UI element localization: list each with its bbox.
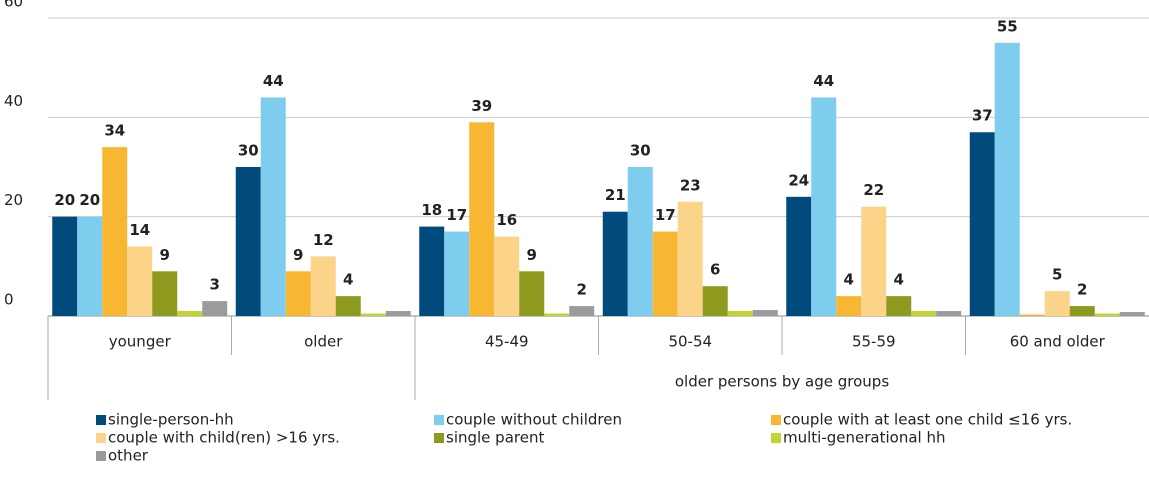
data-label: 22 bbox=[863, 181, 884, 199]
bar bbox=[360, 313, 386, 316]
legend-swatch bbox=[771, 415, 781, 425]
bar bbox=[310, 256, 336, 316]
data-label: 6 bbox=[710, 261, 720, 279]
bar bbox=[127, 246, 153, 316]
data-label: 2 bbox=[1077, 281, 1087, 299]
data-label: 34 bbox=[104, 122, 125, 140]
bar bbox=[469, 122, 495, 316]
bar bbox=[152, 271, 178, 316]
bar bbox=[569, 306, 595, 316]
data-label: 14 bbox=[129, 221, 150, 239]
x-tick-label: younger bbox=[109, 333, 172, 351]
data-label: 5 bbox=[1052, 266, 1062, 284]
data-label: 20 bbox=[79, 191, 100, 209]
data-label: 17 bbox=[655, 206, 676, 224]
bar bbox=[602, 211, 628, 316]
bar bbox=[836, 296, 862, 316]
bar bbox=[752, 310, 778, 316]
legend-label: multi-generational hh bbox=[783, 429, 945, 447]
bar bbox=[994, 42, 1020, 316]
bar bbox=[627, 167, 653, 316]
bar bbox=[911, 311, 937, 316]
y-tick-label: 60 bbox=[4, 0, 23, 11]
x-tick-label: older bbox=[304, 333, 343, 351]
legend-label: single-person-hh bbox=[108, 411, 234, 429]
x-tick-label: 50-54 bbox=[668, 333, 712, 351]
bar bbox=[52, 216, 78, 316]
legend-swatch bbox=[96, 415, 106, 425]
x-tick-label: 45-49 bbox=[485, 333, 529, 351]
data-label: 23 bbox=[680, 176, 701, 194]
legend-swatch bbox=[434, 415, 444, 425]
data-label: 9 bbox=[160, 246, 170, 264]
bar bbox=[494, 236, 520, 316]
data-label: 4 bbox=[844, 271, 854, 289]
bar bbox=[1044, 291, 1070, 316]
bar bbox=[260, 97, 286, 316]
bar bbox=[177, 311, 203, 316]
data-label: 39 bbox=[471, 97, 492, 115]
data-label: 21 bbox=[605, 186, 626, 204]
bar bbox=[419, 226, 445, 316]
data-label: 44 bbox=[263, 72, 284, 90]
bar bbox=[1019, 314, 1045, 316]
bar bbox=[861, 206, 887, 316]
bar bbox=[444, 231, 470, 316]
data-label: 9 bbox=[527, 246, 537, 264]
legend-swatch bbox=[96, 451, 106, 461]
bar bbox=[1069, 306, 1095, 316]
y-tick-label: 20 bbox=[4, 191, 23, 209]
bar bbox=[1119, 312, 1145, 316]
bar bbox=[936, 311, 962, 316]
data-label: 2 bbox=[577, 281, 587, 299]
bar bbox=[335, 296, 361, 316]
data-label: 37 bbox=[972, 107, 993, 125]
bar bbox=[886, 296, 912, 316]
bar bbox=[969, 132, 995, 316]
legend-label: couple with at least one child ≤16 yrs. bbox=[783, 411, 1072, 429]
data-label: 24 bbox=[788, 171, 809, 189]
x-tick-label: 55-59 bbox=[852, 333, 896, 351]
data-label: 18 bbox=[421, 201, 442, 219]
bar bbox=[544, 313, 570, 316]
data-label: 55 bbox=[997, 17, 1018, 35]
bar bbox=[652, 231, 678, 316]
legend-swatch bbox=[96, 433, 106, 443]
y-tick-label: 40 bbox=[4, 92, 23, 110]
group-label: older persons by age groups bbox=[675, 373, 889, 391]
bar bbox=[727, 311, 753, 316]
data-label: 9 bbox=[293, 246, 303, 264]
data-label: 4 bbox=[894, 271, 904, 289]
data-label: 44 bbox=[813, 72, 834, 90]
bar bbox=[786, 196, 812, 316]
bar bbox=[285, 271, 311, 316]
data-label: 4 bbox=[343, 271, 353, 289]
legend-label: couple with child(ren) >16 yrs. bbox=[108, 429, 340, 447]
data-label: 30 bbox=[238, 142, 259, 160]
data-label: 17 bbox=[446, 206, 467, 224]
legend-swatch bbox=[771, 433, 781, 443]
data-label: 20 bbox=[54, 191, 75, 209]
bar bbox=[235, 167, 261, 316]
bar bbox=[702, 286, 728, 316]
bar bbox=[202, 301, 228, 316]
bar bbox=[385, 311, 411, 316]
legend-label: couple without children bbox=[446, 411, 622, 429]
bar bbox=[77, 216, 103, 316]
legend-label: other bbox=[108, 447, 149, 465]
data-label: 16 bbox=[496, 211, 517, 229]
legend-label: single parent bbox=[446, 429, 544, 447]
bar bbox=[677, 201, 703, 316]
legend-swatch bbox=[434, 433, 444, 443]
bar bbox=[811, 97, 837, 316]
bar bbox=[1094, 313, 1120, 316]
y-tick-label: 0 bbox=[4, 291, 14, 309]
data-label: 12 bbox=[313, 231, 334, 249]
data-label: 3 bbox=[210, 276, 220, 294]
data-label: 30 bbox=[630, 142, 651, 160]
x-tick-label: 60 and older bbox=[1010, 333, 1106, 351]
bar bbox=[102, 147, 128, 316]
bar bbox=[519, 271, 545, 316]
